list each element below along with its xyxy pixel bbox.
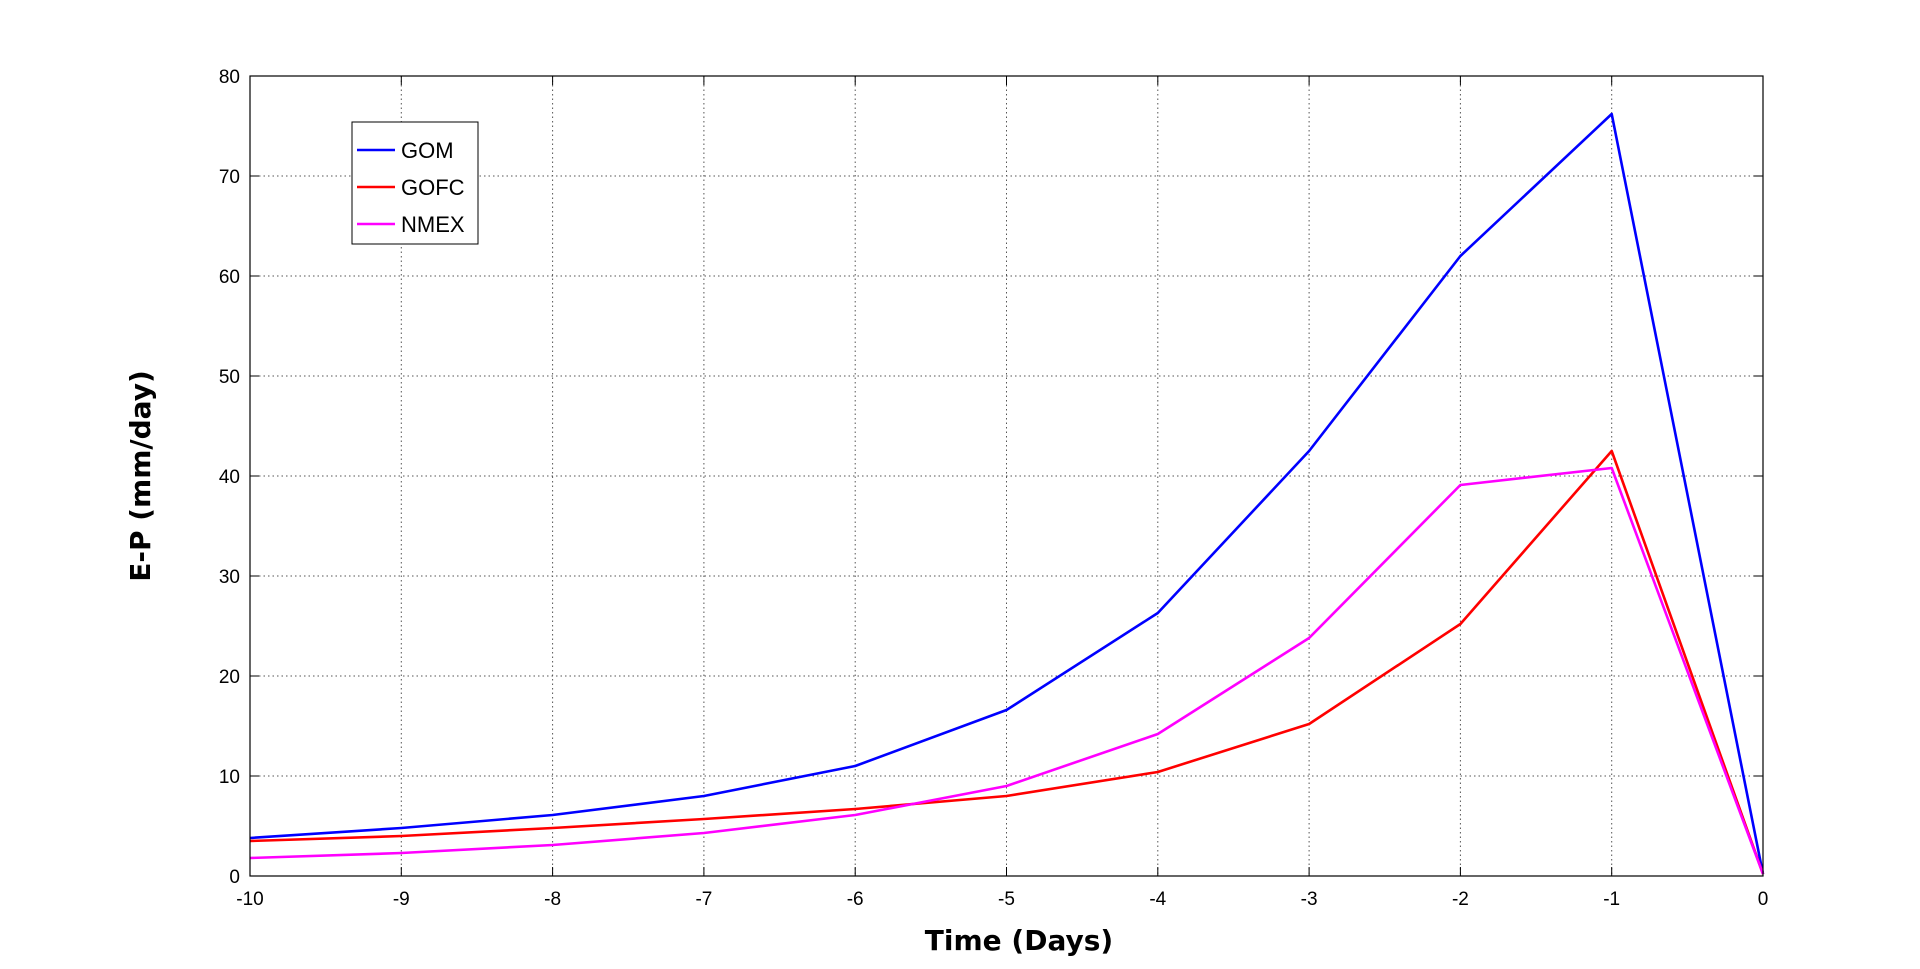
y-axis-title: E-P (mm/day) <box>124 370 157 582</box>
y-tick-label: 10 <box>219 767 240 788</box>
y-tick-labels: 0 10 20 30 40 50 60 70 80 <box>219 67 240 888</box>
y-tick-label: 20 <box>219 667 240 688</box>
y-tick-label: 70 <box>219 167 240 188</box>
legend: GOM GOFC NMEX <box>351 121 479 245</box>
series-layer <box>249 112 1765 875</box>
x-tick-label: -5 <box>998 889 1015 910</box>
y-tick-label: 40 <box>219 467 240 488</box>
x-tick-label: -7 <box>695 889 712 910</box>
x-tick-labels: -10 -9 -8 -7 -6 -5 -4 -3 -2 -1 0 <box>236 889 1768 910</box>
y-tick-label: 50 <box>219 367 240 388</box>
x-tick-label: -3 <box>1301 889 1318 910</box>
y-tick-label: 60 <box>219 267 240 288</box>
x-tick-label: -6 <box>847 889 864 910</box>
legend-label-gofc: GOFC <box>401 175 465 200</box>
x-tick-label: -8 <box>544 889 561 910</box>
y-tick-label: 0 <box>229 867 240 888</box>
y-tick-label: 80 <box>219 67 240 88</box>
legend-label-nmex: NMEX <box>401 212 465 237</box>
x-tick-label: -4 <box>1149 889 1166 910</box>
series-line-nmex <box>249 466 1765 875</box>
x-tick-label: -10 <box>236 889 263 910</box>
x-axis-title: Time (Days) <box>925 924 1113 957</box>
axis-ticks <box>249 75 1764 877</box>
y-tick-label: 30 <box>219 567 240 588</box>
x-tick-label: -9 <box>393 889 410 910</box>
series-line-gom <box>249 112 1765 875</box>
x-tick-label: -2 <box>1452 889 1469 910</box>
legend-label-gom: GOM <box>401 138 454 163</box>
x-tick-label: 0 <box>1758 889 1769 910</box>
grid-lines <box>250 76 1763 876</box>
x-tick-label: -1 <box>1603 889 1620 910</box>
series-line-gofc <box>249 449 1765 875</box>
